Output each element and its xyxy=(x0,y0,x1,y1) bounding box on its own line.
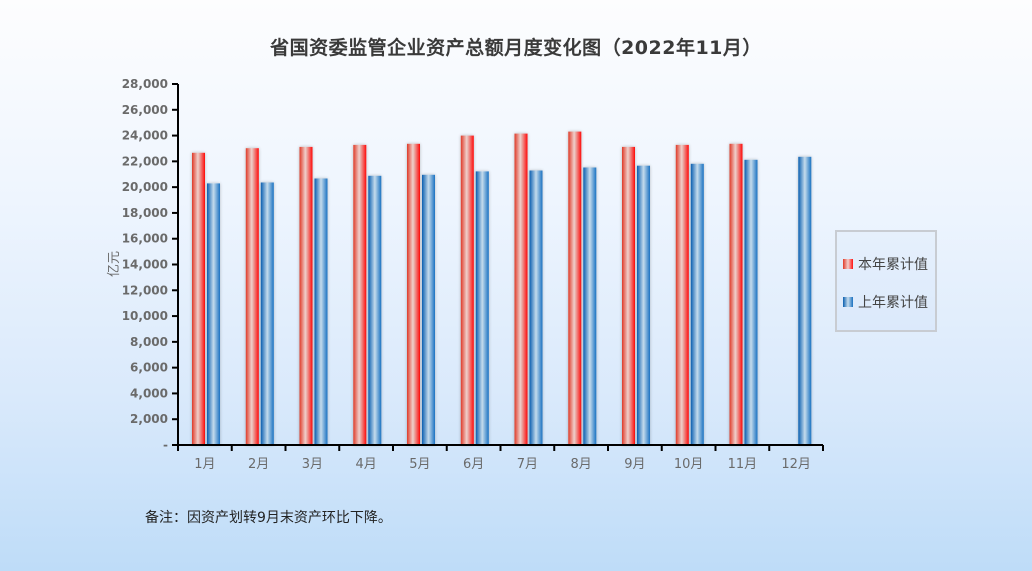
bar-this-year[interactable] xyxy=(729,143,743,446)
bar-last-year[interactable] xyxy=(475,171,489,445)
bar-this-year[interactable] xyxy=(622,146,635,445)
bar-this-year[interactable] xyxy=(460,135,474,445)
x-tick-label: 11月 xyxy=(728,457,758,472)
bar-last-year[interactable] xyxy=(798,156,812,446)
x-tick-label: 10月 xyxy=(674,457,704,472)
x-tick-label: 2月 xyxy=(248,457,269,472)
bar-last-year[interactable] xyxy=(368,175,382,446)
y-tick-label: 12,000 xyxy=(122,283,168,297)
legend-label: 本年累计值 xyxy=(858,257,928,273)
x-tick-label: 8月 xyxy=(570,457,591,472)
bar-last-year[interactable] xyxy=(260,182,274,446)
x-tick-label: 12月 xyxy=(781,457,811,472)
y-tick-label: 28,000 xyxy=(122,77,168,91)
bar-this-year[interactable] xyxy=(407,143,420,446)
bar-this-year[interactable] xyxy=(245,148,259,445)
bar-last-year[interactable] xyxy=(690,163,704,446)
y-tick-label: 2,000 xyxy=(130,412,168,426)
legend-item-last-year[interactable]: 上年累计值 xyxy=(843,292,928,312)
y-tick-label: 8,000 xyxy=(130,335,168,349)
bar-this-year[interactable] xyxy=(353,144,367,445)
bar-this-year[interactable] xyxy=(299,146,313,445)
legend-swatch-blue-icon xyxy=(843,297,853,307)
bar-this-year[interactable] xyxy=(568,131,582,445)
y-tick-label: - xyxy=(163,438,168,452)
x-tick-label: 7月 xyxy=(517,457,538,472)
bar-this-year[interactable] xyxy=(675,144,689,445)
y-tick-label: 10,000 xyxy=(122,309,168,323)
y-tick-label: 16,000 xyxy=(122,232,168,246)
legend-label: 上年累计值 xyxy=(858,295,928,311)
y-axis-label: 亿元 xyxy=(107,251,122,277)
legend: 本年累计值 上年累计值 xyxy=(835,230,937,332)
bar-last-year[interactable] xyxy=(207,183,220,445)
legend-item-this-year[interactable]: 本年累计值 xyxy=(843,254,928,274)
bar-this-year[interactable] xyxy=(192,152,205,446)
y-axis: - 2,000 4,000 6,000 8,000 10,000 12,000 14,000 1… xyxy=(122,77,179,452)
y-tick-label: 26,000 xyxy=(122,103,168,117)
y-tick-label: 18,000 xyxy=(122,206,168,220)
x-axis: 1月 2月 3月 4月 5月 6月 7月 8月 9月 10月 11月 12月 xyxy=(177,444,824,472)
y-tick-label: 6,000 xyxy=(130,361,168,375)
bar-this-year[interactable] xyxy=(514,133,528,445)
y-tick-label: 20,000 xyxy=(122,180,168,194)
x-tick-label: 9月 xyxy=(624,457,645,472)
x-tick-label: 5月 xyxy=(409,457,430,472)
bar-last-year[interactable] xyxy=(637,165,650,445)
y-tick-label: 4,000 xyxy=(130,386,168,400)
bar-series xyxy=(192,131,812,446)
legend-swatch-red-icon xyxy=(843,259,853,269)
footnote: 备注：因资产划转9月末资产环比下降。 xyxy=(145,510,392,526)
bar-last-year[interactable] xyxy=(744,159,758,446)
x-tick-label: 3月 xyxy=(302,457,323,472)
x-tick-label: 4月 xyxy=(355,457,376,472)
x-tick-label: 6月 xyxy=(463,457,484,472)
bar-last-year[interactable] xyxy=(422,174,435,446)
bar-last-year[interactable] xyxy=(314,178,328,446)
x-tick-label: 1月 xyxy=(194,457,215,472)
y-tick-label: 24,000 xyxy=(122,129,168,143)
y-tick-label: 22,000 xyxy=(122,154,168,168)
y-tick-label: 14,000 xyxy=(122,258,168,272)
bar-last-year[interactable] xyxy=(529,170,543,446)
bar-last-year[interactable] xyxy=(583,167,597,446)
chart-title: 省国资委监管企业资产总额月度变化图（2022年11月） xyxy=(270,37,762,59)
